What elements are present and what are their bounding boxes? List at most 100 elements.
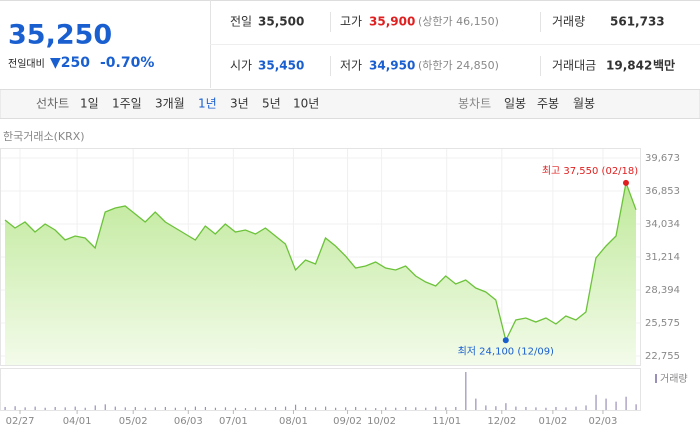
volume-bar — [495, 406, 497, 410]
label: 거래대금 — [552, 59, 596, 73]
volume-bar — [385, 407, 387, 410]
volume-bar — [465, 372, 467, 410]
volume-bar — [254, 407, 257, 410]
volume-bar — [555, 406, 557, 410]
volume-bar — [174, 407, 176, 410]
price-line — [4, 180, 637, 343]
volume-bar — [304, 406, 307, 410]
limit: (상한가 46,150) — [418, 15, 499, 28]
label: 거래량 — [552, 15, 585, 29]
volume-bar — [104, 404, 106, 410]
tab[interactable]: 3개월 — [155, 97, 185, 111]
volume-bar — [44, 407, 46, 410]
volume-bar — [204, 406, 207, 410]
tab-group-label: 봉차트 — [458, 97, 491, 111]
volume-bar — [335, 407, 337, 410]
change-label: 전일대비 — [8, 58, 45, 70]
volume-bar — [94, 405, 96, 410]
tab[interactable]: 월봉 — [573, 97, 595, 111]
volume-bar — [144, 407, 146, 410]
x-tick-label: 02/03 — [589, 416, 618, 427]
limit: (하한가 24,850) — [418, 58, 499, 72]
legend-swatch — [655, 374, 657, 383]
y-tick-label: 39,673 — [645, 153, 680, 164]
y-tick-label: 31,214 — [645, 252, 680, 263]
label: 저가 — [340, 59, 362, 73]
label: 전일 — [230, 15, 252, 29]
value: 561,733 — [610, 15, 665, 29]
tab[interactable]: 일봉 — [504, 97, 526, 111]
area — [5, 182, 636, 365]
x-tick-label: 10/02 — [367, 416, 396, 427]
volume-bar — [445, 407, 447, 410]
volume-bar — [14, 406, 16, 410]
tab[interactable]: 1주일 — [112, 97, 142, 111]
volume-bar — [575, 406, 577, 410]
x-tick-label: 06/03 — [174, 416, 203, 427]
volume-bar — [114, 406, 116, 410]
tab[interactable]: 3년 — [230, 97, 249, 111]
x-tick-label: 04/01 — [63, 416, 92, 427]
volume-bar — [565, 407, 567, 410]
extreme-point — [622, 179, 629, 186]
y-tick-label: 22,755 — [645, 351, 680, 362]
volume-bar — [345, 407, 347, 410]
volume-bar — [74, 406, 76, 410]
volume-bar — [355, 406, 357, 410]
volume-bar — [425, 407, 427, 410]
x-tick-label: 02/27 — [6, 416, 35, 427]
volume-bar — [605, 398, 607, 410]
volume-bar — [224, 407, 227, 410]
annotation: 최저 24,100 (12/09) — [458, 345, 554, 357]
volume-bar — [485, 405, 487, 410]
volume-bar — [294, 404, 297, 410]
volume-frame — [0, 368, 641, 411]
volume-bar — [234, 407, 237, 410]
volume-bar — [154, 407, 156, 410]
volume-bar — [405, 406, 407, 410]
x-tick-label: 09/02 — [333, 416, 362, 427]
value: 35,450 — [258, 59, 304, 73]
value: 35,900 — [369, 15, 415, 29]
volume-bar — [505, 403, 507, 410]
volume-bar — [325, 406, 327, 410]
x-tick-label: 07/01 — [219, 416, 248, 427]
volume-bar — [435, 406, 437, 410]
volume-bar — [4, 406, 6, 410]
tab[interactable]: 1일 — [80, 97, 99, 111]
plot-frame — [0, 148, 641, 366]
volume-bar — [365, 407, 367, 410]
volume-bar — [455, 406, 457, 410]
x-tick-label: 08/01 — [279, 416, 308, 427]
tab[interactable]: 5년 — [262, 97, 281, 111]
x-tick-label: 11/01 — [432, 416, 461, 427]
volume-bar — [64, 407, 66, 410]
label: 고가 — [340, 15, 362, 29]
tab-bar — [0, 89, 700, 119]
volume-bar — [535, 407, 537, 410]
volume-bar — [24, 407, 26, 410]
extreme-point — [502, 337, 509, 344]
volume-bar — [54, 406, 56, 410]
tab[interactable]: 1년 — [198, 97, 217, 111]
source: 한국거래소(KRX) — [3, 130, 85, 143]
volume-bar — [525, 406, 527, 410]
volume-bar — [34, 406, 36, 410]
change: ▼250 — [50, 55, 90, 71]
volume-bar — [395, 407, 397, 410]
x-tick-label: 12/02 — [487, 416, 516, 427]
volume-bar — [475, 398, 477, 410]
volume-bar — [184, 407, 186, 410]
volume-bar — [595, 394, 597, 410]
volume-bar — [314, 407, 317, 410]
tab[interactable]: 10년 — [293, 97, 319, 111]
legend-label: 거래량 — [660, 373, 688, 385]
volume-bar — [84, 407, 86, 410]
tab[interactable]: 주봉 — [537, 97, 559, 111]
volume-bar — [134, 406, 136, 410]
volume-bar — [244, 408, 247, 410]
volume-bar — [284, 406, 287, 410]
volume-bar — [124, 407, 126, 410]
volume-bar — [585, 405, 587, 410]
